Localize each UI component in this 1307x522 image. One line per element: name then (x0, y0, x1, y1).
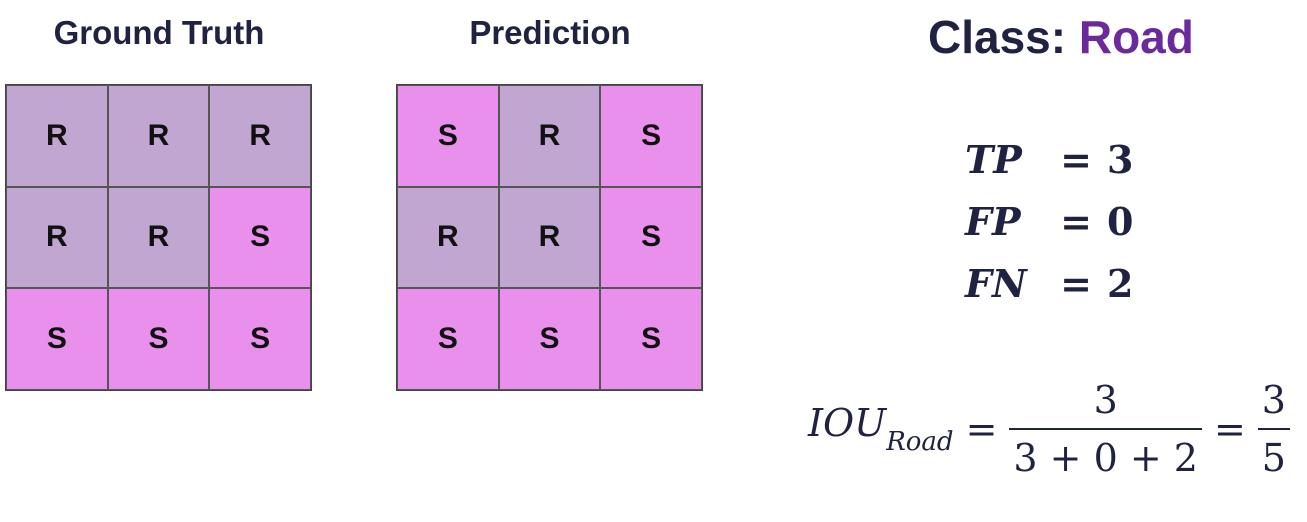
metric-value: 0 (1107, 198, 1134, 244)
fraction-1-numerator: 3 (1093, 378, 1118, 422)
ground-truth-cell-3: R (6, 186, 108, 289)
iou-subscript: Road (886, 427, 954, 457)
fraction-2-numerator: 3 (1261, 378, 1286, 422)
metric-fn: FN = 2 (965, 252, 1133, 314)
ground-truth-title: Ground Truth (53, 14, 265, 51)
metric-name: TP (965, 136, 1022, 182)
metric-equals: = (1060, 260, 1092, 306)
prediction-cell-2: S (600, 85, 702, 187)
metric-equals: = (1060, 136, 1092, 182)
fraction-2-denominator: 5 (1257, 428, 1290, 480)
metric-equals: = (1060, 198, 1092, 244)
prediction-cell-5: S (600, 186, 702, 289)
prediction-title: Prediction (469, 14, 631, 51)
iou-lhs: IOU (808, 401, 887, 445)
metric-value: 3 (1107, 136, 1134, 182)
metric-tp: TP = 3 (965, 128, 1133, 190)
class-title: Class: Road (928, 10, 1194, 64)
fraction-1: 3 3 + 0 + 2 (1009, 378, 1202, 480)
prediction-cell-0: S (397, 85, 499, 187)
class-name: Road (1078, 11, 1194, 63)
fraction-1-denominator: 3 + 0 + 2 (1009, 428, 1202, 480)
prediction-cell-7: S (498, 288, 601, 390)
prediction-cell-1: R (498, 85, 601, 187)
metric-fp: FP = 0 (965, 190, 1133, 252)
prediction-cell-6: S (397, 288, 499, 390)
ground-truth-cell-1: R (107, 85, 210, 187)
prediction-cell-4: R (498, 186, 601, 289)
ground-truth-cell-7: S (107, 288, 210, 390)
prediction-cell-8: S (600, 288, 702, 390)
ground-truth-cell-6: S (6, 288, 108, 390)
iou-formula: IOURoad = 3 3 + 0 + 2 = 3 5 (808, 374, 1290, 484)
formula-equals-2: = (1213, 407, 1246, 451)
iou-label: IOURoad (808, 401, 954, 457)
metric-value: 2 (1107, 260, 1134, 306)
ground-truth-cell-2: R (209, 85, 311, 187)
class-prefix: Class: (928, 11, 1067, 63)
ground-truth-cell-8: S (209, 288, 311, 390)
ground-truth-cell-4: R (107, 186, 210, 289)
fraction-2: 3 5 (1257, 378, 1290, 480)
ground-truth-cell-5: S (209, 186, 311, 289)
prediction-cell-3: R (397, 186, 499, 289)
metric-name: FN (965, 260, 1027, 306)
metrics-block: TP = 3 FP = 0 FN = 2 (965, 128, 1133, 314)
metric-name: FP (965, 198, 1021, 244)
ground-truth-cell-0: R (6, 85, 108, 187)
formula-equals-1: = (965, 407, 998, 451)
